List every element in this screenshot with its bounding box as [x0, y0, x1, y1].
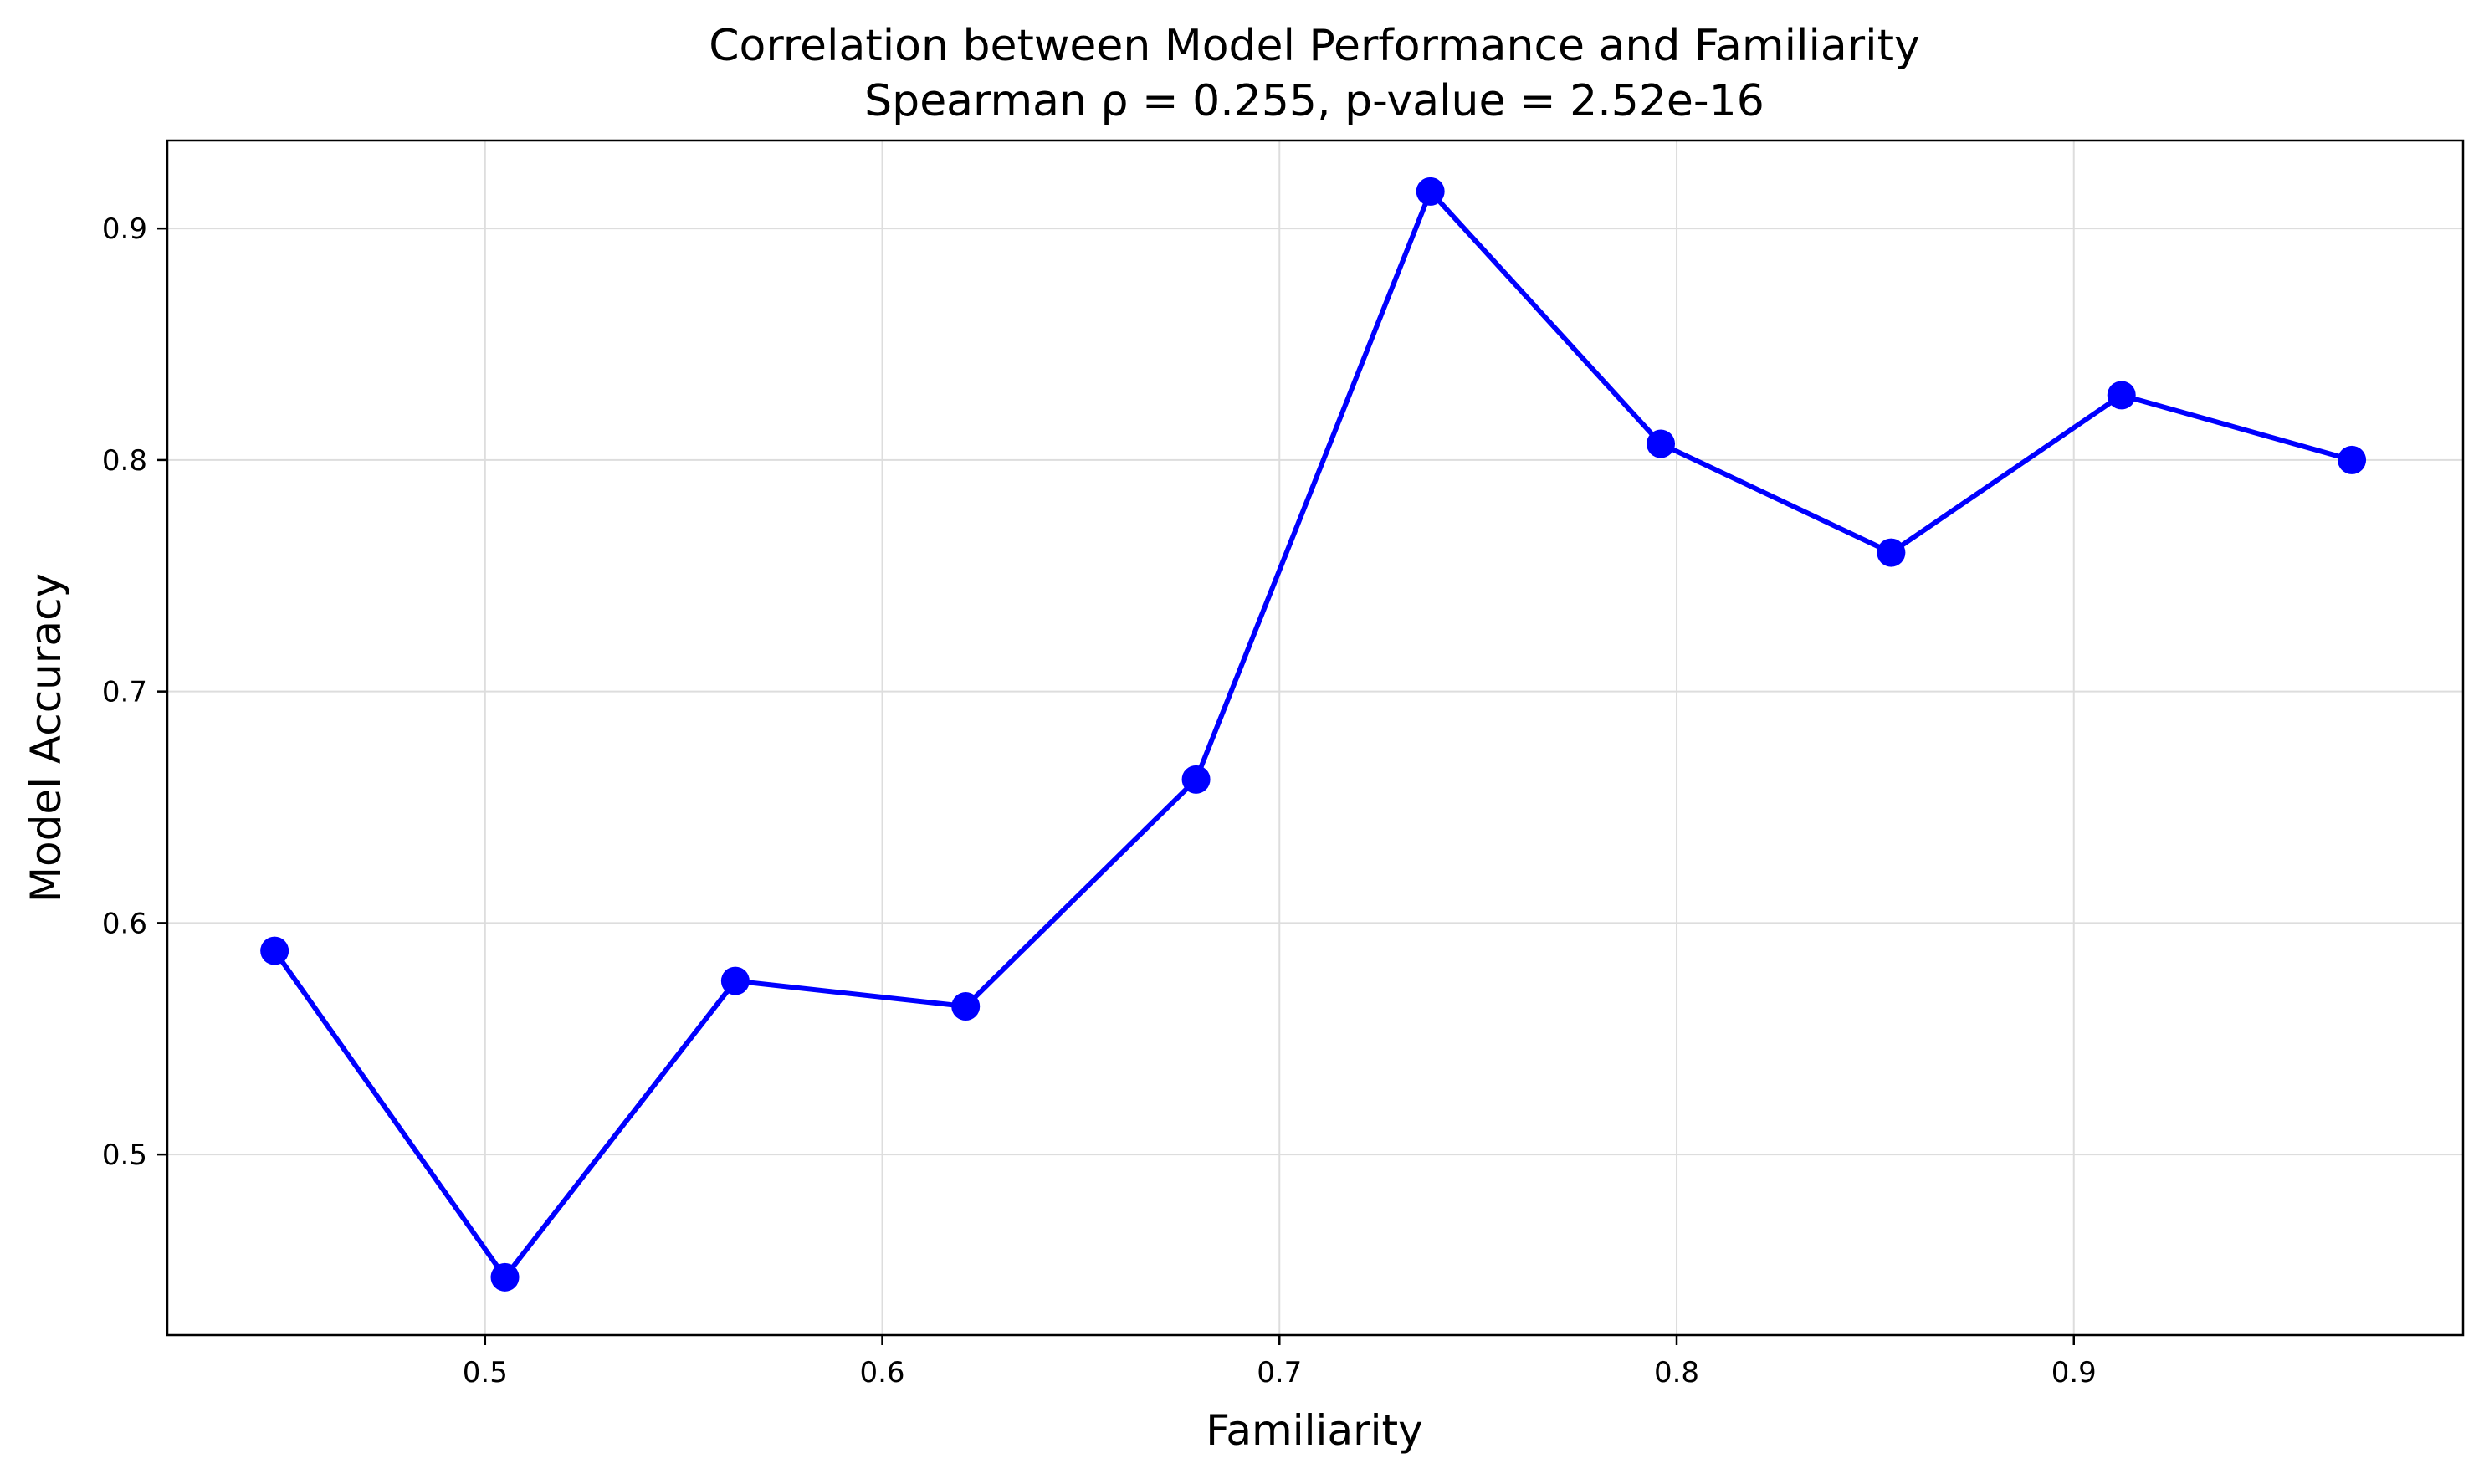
data-point: [951, 992, 981, 1021]
data-point: [2107, 381, 2136, 410]
plot-frame: [166, 139, 2465, 1337]
grid-layer: [167, 141, 2463, 1335]
tick-layer: 0.5 0.6 0.7 0.8 0.9 0.5 0.6 0.7 0.8 0.9: [102, 212, 2097, 1389]
data-point: [1181, 765, 1211, 794]
chart-title: Correlation between Model Performance an…: [709, 21, 1920, 71]
x-tick-label: 0.6: [859, 1356, 904, 1389]
series-layer: [260, 177, 2367, 1292]
y-tick-label: 0.5: [102, 1139, 147, 1172]
data-point: [1416, 177, 1445, 206]
series-line: [272, 188, 2353, 1280]
y-tick-label: 0.7: [102, 676, 147, 709]
x-tick-label: 0.8: [1654, 1356, 1699, 1389]
y-tick-label: 0.9: [102, 212, 147, 246]
data-point: [1877, 538, 1906, 567]
data-point: [720, 966, 750, 995]
data-point: [1647, 429, 1676, 458]
y-tick-label: 0.6: [102, 907, 147, 940]
data-point: [2338, 445, 2367, 474]
x-tick-label: 0.5: [463, 1356, 508, 1389]
x-tick-label: 0.7: [1257, 1356, 1302, 1389]
y-tick-label: 0.8: [102, 444, 147, 478]
x-axis-label: Familiarity: [1206, 1406, 1422, 1455]
y-axis-label: Model Accuracy: [22, 573, 70, 903]
chart-subtitle: Spearman ρ = 0.255, p-value = 2.52e-16: [864, 76, 1764, 126]
data-point: [490, 1262, 520, 1292]
x-tick-label: 0.9: [2051, 1356, 2097, 1389]
data-point: [260, 936, 289, 965]
